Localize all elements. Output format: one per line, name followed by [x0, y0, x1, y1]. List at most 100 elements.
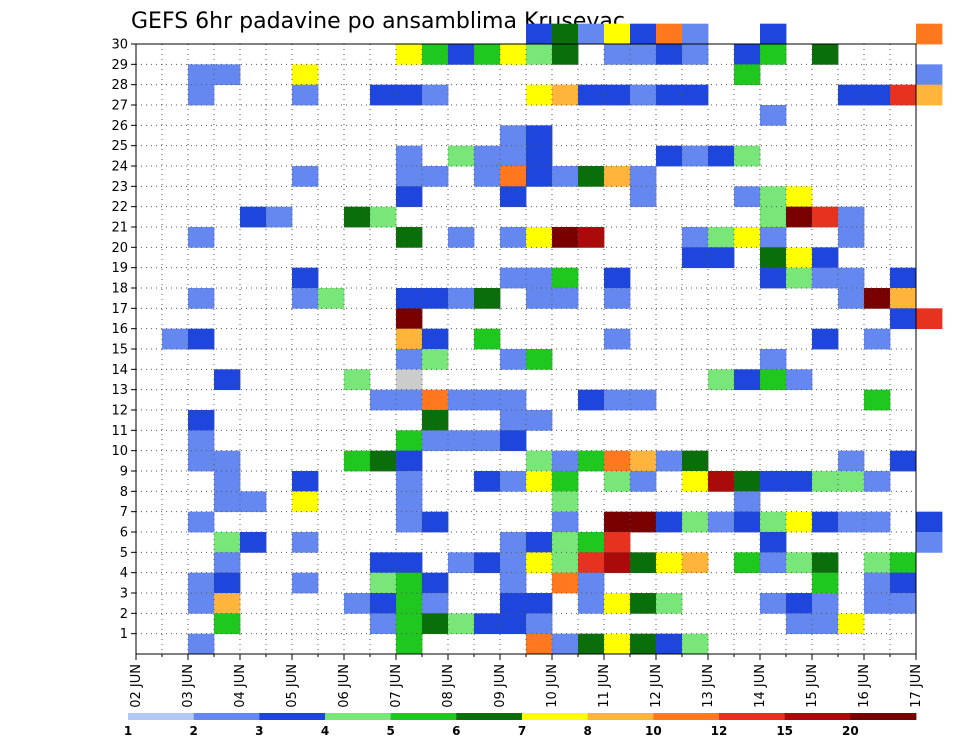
heat-cell — [214, 572, 241, 594]
heat-cell — [604, 84, 631, 106]
heat-cell — [500, 44, 527, 65]
heat-cell — [760, 23, 787, 45]
heat-cell — [916, 64, 943, 86]
x-tick-label: 12 JUN — [649, 664, 664, 708]
y-tick-label: 23 — [111, 180, 128, 195]
heat-cell — [630, 84, 657, 106]
heat-cell — [448, 552, 475, 574]
heat-cell — [396, 84, 423, 106]
heat-cell — [396, 633, 423, 655]
heat-cell — [578, 450, 605, 472]
heat-cell — [604, 450, 631, 472]
heat-cell — [552, 491, 579, 513]
heat-cell — [500, 349, 527, 370]
heat-cell — [838, 511, 865, 533]
heat-cell — [604, 552, 631, 574]
heat-cell — [422, 288, 449, 309]
heat-cell — [604, 471, 631, 492]
heat-cell — [526, 267, 553, 289]
heat-cell — [682, 145, 709, 167]
heat-cell — [422, 349, 449, 370]
heat-cell — [864, 593, 891, 614]
heat-cell — [682, 227, 709, 248]
legend-swatch — [587, 713, 654, 720]
x-axis: 02 JUN 03 JUN 04 JUN 05 JUN 06 JUN 07 JUN 08 J… — [129, 654, 924, 708]
heat-cell — [188, 64, 215, 86]
y-tick-label: 8 — [120, 485, 128, 500]
heat-cell — [526, 166, 553, 187]
heat-cell — [812, 572, 839, 594]
heat-cell — [526, 84, 553, 106]
heat-cell — [422, 84, 449, 106]
heat-cell — [344, 593, 371, 614]
heat-cell — [604, 23, 631, 45]
heat-cell — [422, 328, 449, 350]
y-tick-label: 29 — [111, 58, 128, 73]
heat-cell — [760, 227, 787, 248]
heat-cell — [474, 471, 501, 492]
heat-cell — [396, 44, 423, 65]
y-tick-label: 21 — [111, 221, 128, 236]
heat-cell — [474, 166, 501, 187]
x-tick-label: 16 JUN — [857, 664, 872, 708]
heat-cell — [604, 328, 631, 350]
legend-swatch — [325, 713, 392, 720]
heat-cell — [682, 44, 709, 65]
heat-cell — [214, 552, 241, 574]
heat-cell — [526, 613, 553, 635]
heat-cell — [448, 44, 475, 65]
heat-cell — [370, 206, 397, 228]
heat-cell — [890, 84, 917, 106]
heat-cell — [916, 308, 943, 330]
heat-cell — [214, 593, 241, 614]
heat-cell — [578, 552, 605, 574]
heat-cell — [474, 389, 501, 411]
heat-cell — [760, 247, 787, 269]
heat-cell — [760, 593, 787, 614]
y-tick-label: 9 — [120, 465, 128, 480]
heat-cell — [214, 471, 241, 492]
heat-cell — [838, 206, 865, 228]
y-tick-label: 14 — [111, 363, 128, 378]
heat-cell — [266, 206, 293, 228]
heat-cell — [604, 593, 631, 614]
heat-cell — [630, 23, 657, 45]
y-tick-label: 7 — [120, 505, 128, 520]
heat-cell — [396, 430, 423, 452]
y-tick-label: 20 — [111, 241, 128, 256]
heat-cell — [422, 389, 449, 411]
legend-swatch — [390, 713, 457, 720]
heat-cell — [630, 511, 657, 533]
heat-cell — [656, 44, 683, 65]
heat-cell — [474, 145, 501, 167]
heat-cell — [578, 593, 605, 614]
heat-cell — [396, 471, 423, 492]
heat-cell — [188, 572, 215, 594]
heat-cell — [812, 267, 839, 289]
heat-cell — [344, 206, 371, 228]
heat-cell — [396, 145, 423, 167]
heat-cell — [370, 593, 397, 614]
legend-swatch — [719, 713, 786, 720]
heat-cell — [552, 633, 579, 655]
heat-cell — [240, 532, 267, 553]
heat-cell — [474, 288, 501, 309]
heat-cell — [370, 572, 397, 594]
heat-cell — [604, 389, 631, 411]
heat-cell — [708, 227, 735, 248]
heat-cell — [422, 410, 449, 431]
heat-cell — [214, 613, 241, 635]
heat-cell — [760, 186, 787, 208]
heat-cell — [526, 410, 553, 431]
heat-cell — [682, 23, 709, 45]
heat-cell — [578, 166, 605, 187]
heat-cell — [734, 369, 761, 391]
heat-cell — [812, 44, 839, 65]
grid-layer — [136, 44, 916, 654]
heat-cell — [396, 308, 423, 330]
heat-cell — [552, 532, 579, 553]
heat-cell — [526, 44, 553, 65]
heat-cell — [396, 389, 423, 411]
y-tick-label: 12 — [111, 404, 128, 419]
heat-cell — [292, 572, 319, 594]
